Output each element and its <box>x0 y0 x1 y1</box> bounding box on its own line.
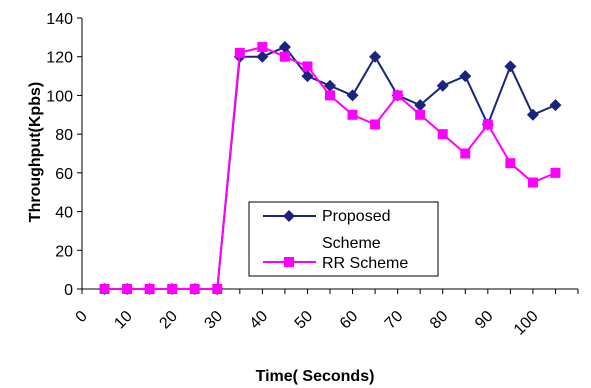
series-1-point-2 <box>144 284 155 294</box>
x-tick-label-20: 20 <box>156 308 181 333</box>
series-1-point-12 <box>370 119 381 130</box>
legend-marker-proposed <box>283 210 295 222</box>
series-1-point-17 <box>482 119 493 130</box>
series-0-point-16 <box>459 70 472 83</box>
series-1-point-10 <box>325 90 335 101</box>
y-tick-label-80: 80 <box>55 127 73 144</box>
series-1-point-5 <box>212 284 223 294</box>
y-tick-label-40: 40 <box>55 205 73 222</box>
series-1-point-8 <box>279 51 290 62</box>
legend-label-proposed-line1: Proposed <box>322 208 391 225</box>
series-0-point-7 <box>256 50 269 63</box>
series-1-point-6 <box>234 47 245 58</box>
series-1-point-13 <box>392 90 403 101</box>
series-0-point-9 <box>301 70 314 83</box>
series-0-point-10 <box>324 79 336 92</box>
series-0-point-15 <box>436 79 449 92</box>
x-axis-title: Time( Seconds) <box>256 368 375 385</box>
series-1-point-0 <box>99 284 110 294</box>
x-tick-label-30: 30 <box>201 308 226 333</box>
legend-label-rr: RR Scheme <box>322 255 408 272</box>
y-tick-label-100: 100 <box>46 88 73 105</box>
series-1-point-16 <box>460 148 471 159</box>
legend-marker-rr <box>284 257 294 267</box>
series-0-point-11 <box>346 89 359 102</box>
legend-box <box>248 201 439 277</box>
y-tick-label-120: 120 <box>46 50 73 67</box>
series-1-point-20 <box>550 167 561 178</box>
series-1-point-4 <box>189 284 200 294</box>
x-tick-label-80: 80 <box>427 308 452 333</box>
legend: Proposed Scheme RR Scheme <box>248 201 439 277</box>
series-0-point-18 <box>504 60 517 73</box>
x-tick-label-60: 60 <box>337 308 362 333</box>
x-tick-label-10: 10 <box>111 308 136 333</box>
x-tick-label-100: 100 <box>511 308 542 339</box>
x-tick-label-90: 90 <box>472 308 497 333</box>
series-1-point-3 <box>167 284 178 294</box>
series-1-point-15 <box>437 129 448 140</box>
series-1-point-19 <box>527 177 538 188</box>
series-0-point-12 <box>369 50 382 63</box>
x-tick-label-40: 40 <box>247 308 272 333</box>
series-0-point-14 <box>414 99 427 112</box>
plot-area: 0 20 40 60 80 100 120 140 0 10 20 30 40 50 60 70 80 90 100 <box>46 11 579 339</box>
series-1-point-7 <box>257 42 268 53</box>
y-tick-label-0: 0 <box>64 282 73 299</box>
series-0-point-20 <box>549 99 562 112</box>
y-tick-label-60: 60 <box>55 166 73 183</box>
y-axis-title: Throughput(Kpbs) <box>27 82 44 222</box>
x-tick-label-50: 50 <box>292 308 317 333</box>
series-1-point-14 <box>415 109 426 120</box>
series-0-point-8 <box>278 41 291 54</box>
series-1-point-1 <box>122 284 133 294</box>
series-0-point-19 <box>526 108 539 121</box>
x-tick-label-0: 0 <box>73 308 91 326</box>
series-1-point-9 <box>302 61 313 72</box>
series-1-point-11 <box>347 109 358 120</box>
series-1-point-18 <box>505 158 516 169</box>
y-tick-label-20: 20 <box>55 243 73 260</box>
y-tick-label-140: 140 <box>46 11 73 28</box>
legend-label-proposed-line2: Scheme <box>322 235 381 252</box>
x-tick-label-70: 70 <box>382 308 407 333</box>
